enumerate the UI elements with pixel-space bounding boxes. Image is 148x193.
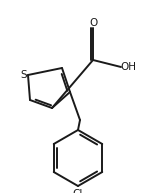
- Text: OH: OH: [120, 62, 136, 72]
- Text: Cl: Cl: [73, 189, 83, 193]
- Text: O: O: [89, 18, 97, 28]
- Text: S: S: [21, 70, 27, 80]
